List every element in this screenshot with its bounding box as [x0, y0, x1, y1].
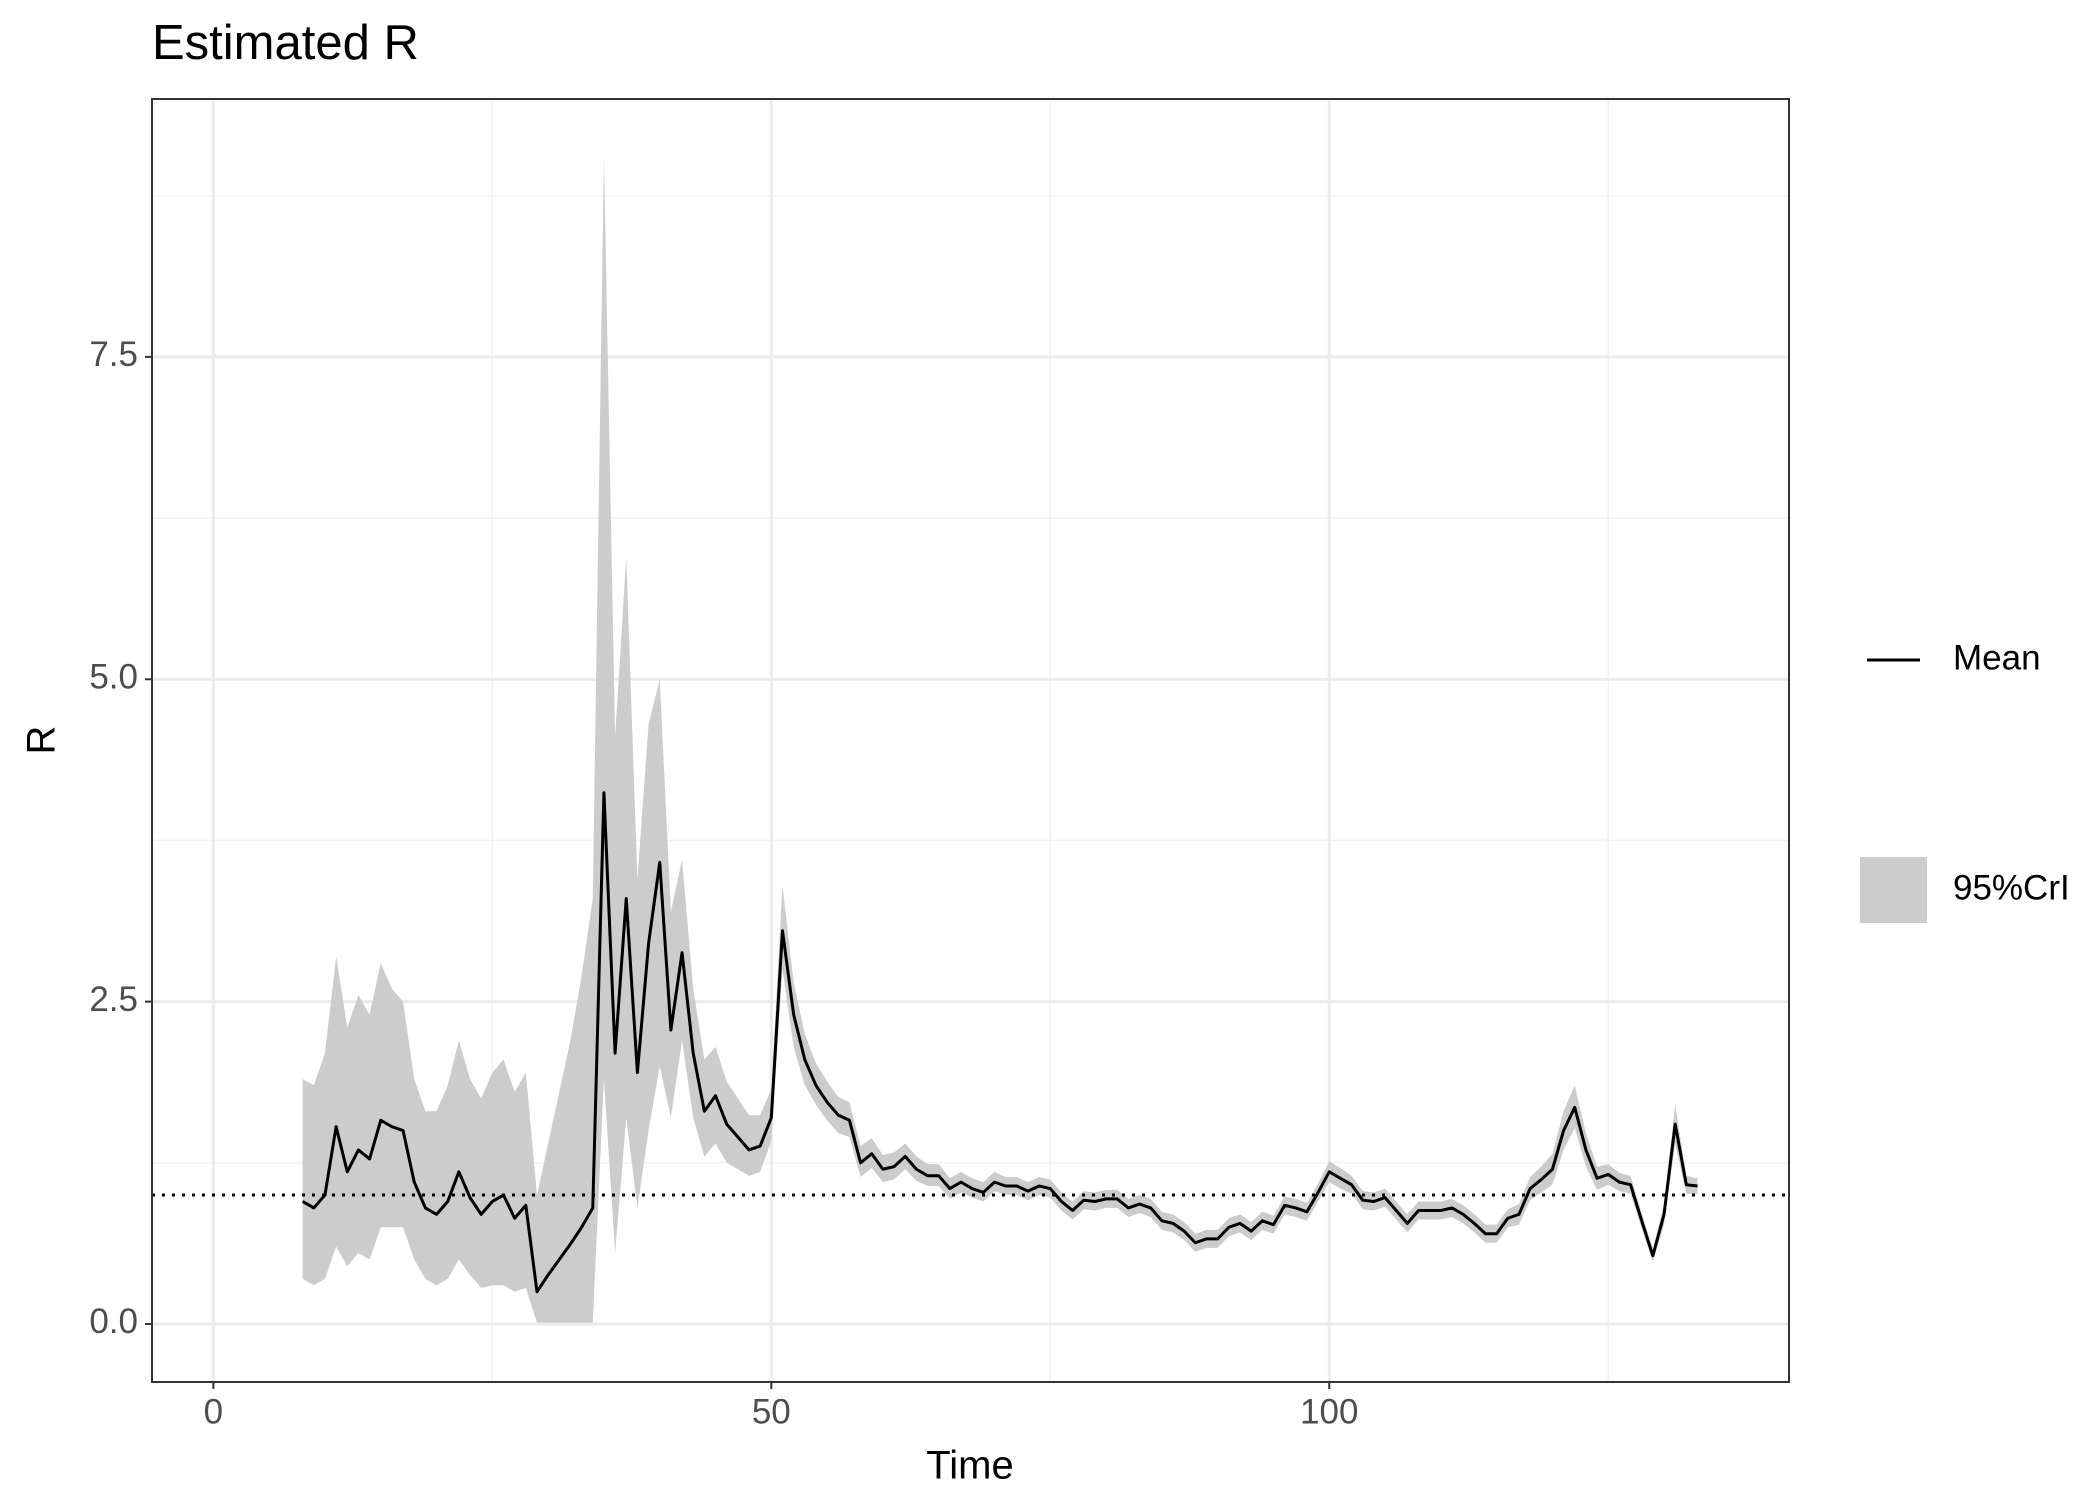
x-tick-label: 50 [752, 1392, 791, 1431]
y-tick-label: 5.0 [89, 658, 138, 697]
y-tick-label: 7.5 [89, 335, 138, 374]
credible-band [302, 157, 1698, 1323]
y-tick-label: 2.5 [89, 980, 138, 1019]
x-tick-label: 0 [204, 1392, 223, 1431]
legend-swatch [1860, 857, 1927, 923]
x-tick-label: 100 [1300, 1392, 1358, 1431]
y-axis-title: R [20, 726, 64, 755]
chart-title: Estimated R [152, 16, 419, 70]
legend-label: Mean [1953, 638, 2041, 677]
x-axis-title: Time [926, 1444, 1013, 1488]
y-tick-label: 0.0 [89, 1302, 138, 1341]
legend-label: 95%CrI [1953, 868, 2070, 907]
panel-border [151, 98, 1790, 1383]
mean-line [301, 791, 1698, 1294]
